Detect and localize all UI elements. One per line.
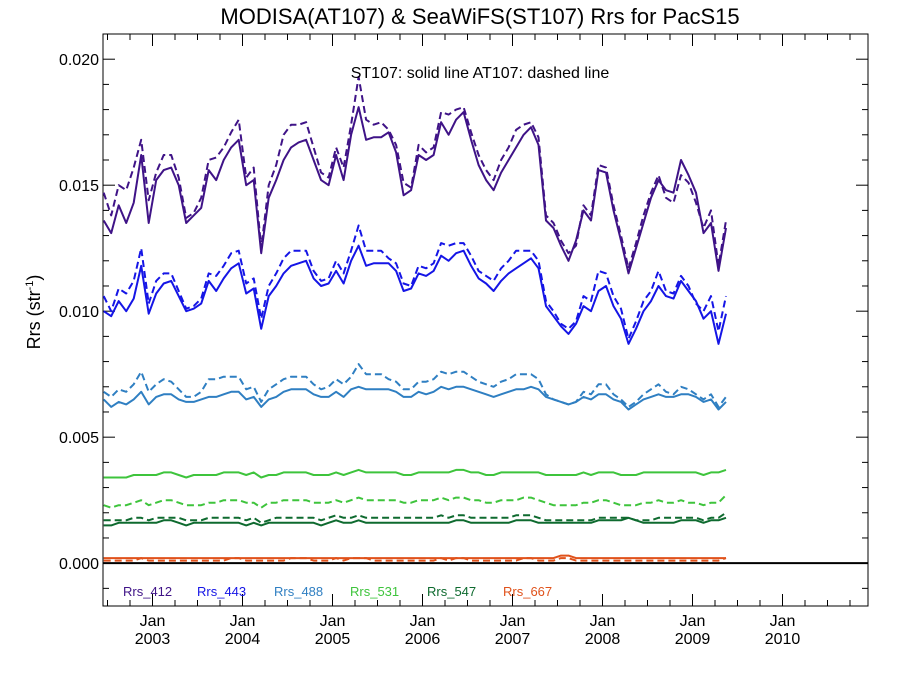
x-tick-year-1: 2004	[225, 631, 261, 648]
y-axis-label-sup: -1	[24, 281, 36, 291]
y-tick-label-2: 0.010	[59, 304, 99, 321]
y-axis: 0.000 0.005 0.010 0.015 0.020	[59, 52, 868, 589]
legend-item-rrs-667: Rrs_667	[503, 584, 552, 599]
legend-item-rrs-443: Rrs_443	[197, 584, 246, 599]
x-tick-month-2: Jan	[320, 613, 346, 630]
y-tick-label-4: 0.020	[59, 52, 99, 69]
x-tick-year-3: 2006	[405, 631, 441, 648]
x-tick-month-1: Jan	[230, 613, 256, 630]
x-tick-month-7: Jan	[770, 613, 796, 630]
x-tick-month-4: Jan	[500, 613, 526, 630]
series-line-rrs-531-solid	[103, 468, 727, 479]
x-tick-year-5: 2008	[585, 631, 621, 648]
series-line-rrs-547-solid	[103, 516, 727, 527]
chart-title: MODISA(AT107) & SeaWiFS(ST107) Rrs for P…	[220, 4, 739, 29]
legend-item-rrs-488: Rrs_488	[274, 584, 323, 599]
series-line-rrs-547-dashed	[103, 511, 727, 524]
plot-frame	[102, 33, 869, 607]
y-tick-label-0: 0.000	[59, 556, 99, 573]
series-line-rrs-531-dashed	[103, 494, 727, 509]
y-axis-label-main: Rrs (str	[24, 290, 44, 349]
y-tick-label-3: 0.015	[59, 178, 99, 195]
x-tick-year-7: 2010	[765, 631, 801, 648]
series-line-rrs-443-solid	[103, 244, 727, 345]
series-line-rrs-443-dashed	[102, 224, 727, 340]
y-axis-label-close: )	[24, 275, 44, 281]
legend: Rrs_412 Rrs_443 Rrs_488 Rrs_531 Rrs_547 Rrs_6…	[123, 584, 552, 599]
series-group	[102, 75, 727, 562]
series-line-rrs-412-dashed	[102, 75, 727, 270]
x-tick-month-6: Jan	[680, 613, 706, 630]
x-tick-year-0: 2003	[135, 631, 171, 648]
y-tick-label-1: 0.005	[59, 430, 99, 447]
series-line-rrs-488-solid	[102, 385, 727, 411]
legend-item-rrs-412: Rrs_412	[123, 584, 172, 599]
series-line-rrs-667-solid	[103, 554, 726, 560]
legend-item-rrs-531: Rrs_531	[350, 584, 399, 599]
line-style-note: ST107: solid line AT107: dashed line	[351, 65, 610, 82]
series-line-rrs-667-dashed	[103, 557, 727, 562]
x-tick-year-6: 2009	[675, 631, 711, 648]
x-tick-year-2: 2005	[315, 631, 351, 648]
x-tick-month-0: Jan	[140, 613, 166, 630]
x-tick-month-5: Jan	[590, 613, 616, 630]
series-line-rrs-488-dashed	[103, 363, 727, 408]
legend-item-rrs-547: Rrs_547	[427, 584, 476, 599]
y-axis-label: Rrs (str-1)	[24, 275, 44, 350]
x-tick-year-4: 2007	[495, 631, 531, 648]
x-axis: Jan2003Jan2004Jan2005Jan2006Jan2007Jan20…	[107, 34, 851, 648]
series-line-rrs-412-solid	[102, 106, 727, 275]
x-tick-month-3: Jan	[410, 613, 436, 630]
